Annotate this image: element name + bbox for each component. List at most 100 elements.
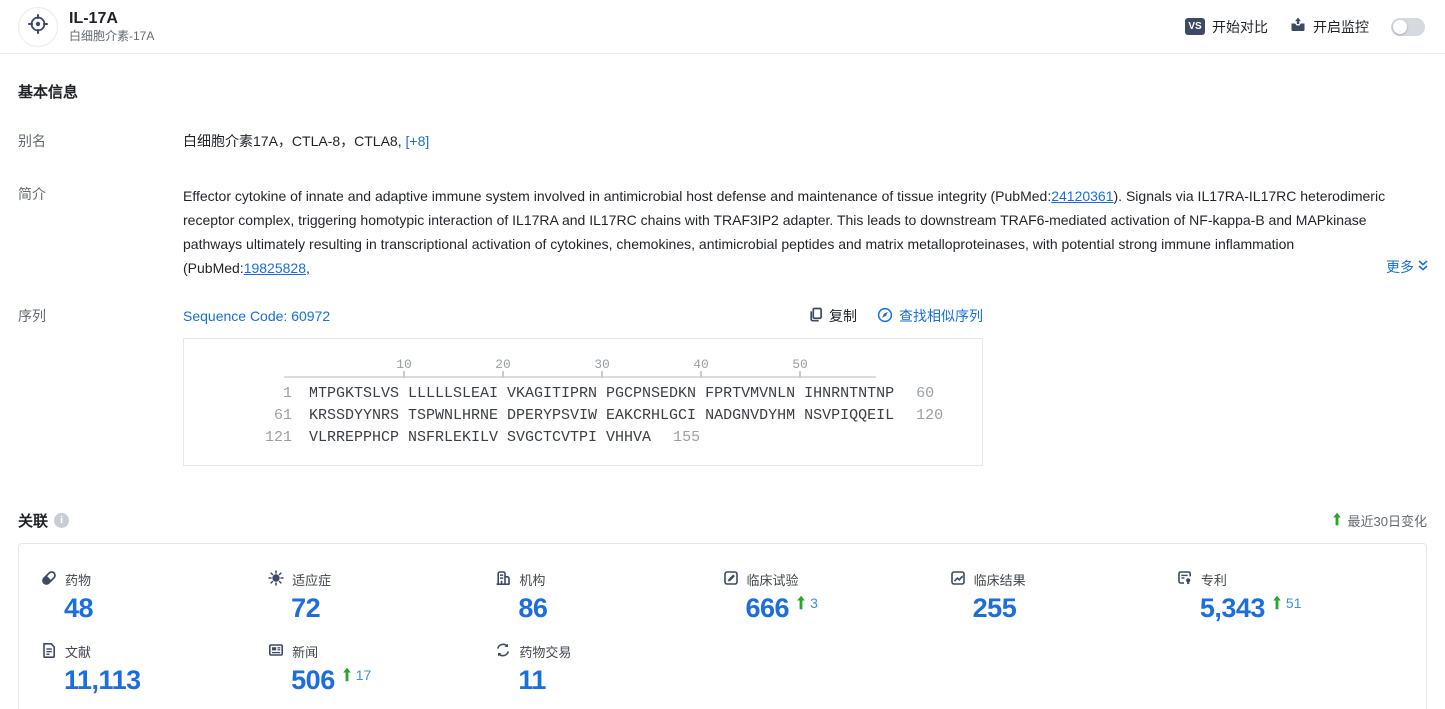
chevron-double-down-icon: [1417, 259, 1429, 275]
copy-label: 复制: [829, 308, 857, 324]
page-title: IL-17A: [69, 10, 118, 27]
stat-item-news: 新闻 506 17: [268, 642, 495, 694]
stat-delta: 51: [1272, 595, 1302, 615]
ruler-tick-mark: [799, 371, 801, 378]
sequence-row-3: 121 VLRREPPHCP NSFRLEKILV SVGCTCVTPI VHH…: [184, 427, 982, 449]
clinical-result-icon: [950, 570, 966, 589]
header-bar: IL-17A 白细胞介素-17A VS 开始对比 开启监控: [0, 0, 1445, 54]
alias-more-link[interactable]: [+8]: [405, 133, 430, 149]
intro-text-part3: ,: [306, 260, 310, 276]
start-compare-label: 开始对比: [1212, 18, 1268, 35]
intro-text: Effector cytokine of innate and adaptive…: [183, 184, 1389, 280]
alias-label: 别名: [18, 133, 46, 149]
ruler-tick-mark: [700, 371, 702, 378]
ruler-tick-label: 40: [693, 357, 709, 372]
monitor-toggle[interactable]: [1391, 17, 1425, 36]
arrow-up-icon: [342, 667, 352, 687]
stat-value[interactable]: 11,113: [64, 665, 141, 695]
seq-text: VLRREPPHCP NSFRLEKILV SVGCTCVTPI VHHVA: [309, 429, 652, 446]
stat-value[interactable]: 86: [518, 593, 548, 623]
monitor-icon: [1290, 17, 1306, 36]
alias-row: 别名 白细胞介素17A，CTLA-8，CTLA8, [+8]: [18, 131, 1427, 151]
drug-icon: [41, 570, 57, 589]
stat-value[interactable]: 506: [291, 665, 335, 695]
stat-value[interactable]: 255: [972, 593, 1017, 623]
ruler-line: [284, 376, 876, 378]
delta-value: 3: [810, 595, 818, 611]
target-crosshair-icon: [27, 13, 49, 40]
stat-value[interactable]: 48: [64, 593, 94, 623]
stat-value[interactable]: 666: [745, 593, 790, 623]
stat-item-patent: 专利 5,343 51: [1177, 570, 1404, 622]
stat-item-indication: 适应症 72: [268, 570, 495, 622]
enable-monitor-button[interactable]: 开启监控: [1290, 17, 1369, 37]
ruler-tick-label: 10: [396, 357, 412, 372]
stat-item-literature: 文献 11,113: [41, 642, 268, 694]
basic-info-title: 基本信息: [18, 84, 79, 101]
copy-button[interactable]: 复制: [808, 306, 857, 326]
arrow-up-icon: [1332, 512, 1342, 529]
stat-label: 机构: [519, 573, 546, 588]
toggle-knob: [1393, 19, 1407, 34]
stat-value[interactable]: 11: [518, 665, 546, 695]
alias-value: 白细胞介素17A，CTLA-8，CTLA8,: [183, 133, 402, 149]
arrow-up-icon: [796, 595, 806, 615]
vs-icon: VS: [1185, 18, 1205, 35]
news-icon: [268, 642, 284, 661]
stat-label: 新闻: [292, 645, 319, 660]
ruler-tick-mark: [502, 371, 504, 378]
seq-start-num: 1: [282, 385, 292, 402]
stat-label: 药物交易: [519, 645, 572, 660]
intro-label: 简介: [18, 186, 46, 202]
page-subtitle: 白细胞介素-17A: [69, 29, 155, 43]
stat-value[interactable]: 72: [291, 593, 321, 623]
drug-deal-icon: [495, 642, 511, 661]
stat-label: 文献: [65, 645, 92, 660]
ruler-tick-label: 30: [594, 357, 610, 372]
intro-row: 简介 Effector cytokine of innate and adapt…: [18, 184, 1429, 280]
stat-item-clinical-trial: 临床试验 666 3: [723, 570, 950, 622]
target-logo: [18, 6, 58, 47]
sequence-label: 序列: [18, 308, 46, 324]
indication-icon: [268, 570, 284, 589]
seq-text: MTPGKTSLVS LLLLLSLEAI VKAGITIPRN PGCPNSE…: [309, 385, 895, 402]
ruler-tick-mark: [403, 371, 405, 378]
stat-item-clinical-result: 临床结果 255: [950, 570, 1177, 622]
pubmed-link-2[interactable]: 19825828: [243, 260, 306, 276]
stat-label: 药物: [65, 573, 92, 588]
more-label: 更多: [1386, 259, 1414, 275]
sequence-row-1: 1 MTPGKTSLVS LLLLLSLEAI VKAGITIPRN PGCPN…: [184, 383, 982, 405]
stat-item-organization: 机构 86: [495, 570, 722, 622]
ruler-tick-mark: [601, 371, 603, 378]
stat-label: 临床结果: [973, 573, 1026, 588]
stat-value[interactable]: 5,343: [1199, 593, 1266, 623]
associations-card: 药物 48 适应症: [18, 543, 1427, 709]
delta-value: 17: [355, 667, 372, 683]
sequence-code-link[interactable]: Sequence Code: 60972: [183, 308, 331, 324]
organization-icon: [495, 570, 511, 589]
more-button[interactable]: 更多: [1386, 257, 1429, 277]
find-similar-icon: [877, 307, 893, 326]
find-similar-button[interactable]: 查找相似序列: [877, 306, 983, 326]
associations-title: 关联: [18, 513, 49, 530]
stat-label: 专利: [1200, 573, 1227, 588]
ruler-tick-label: 20: [495, 357, 511, 372]
seq-end-num: 60: [916, 385, 935, 402]
stat-item-drug: 药物 48: [41, 570, 268, 622]
seq-start-num: 61: [273, 407, 292, 424]
start-compare-button[interactable]: VS 开始对比: [1185, 17, 1268, 37]
stat-delta: 3: [796, 595, 818, 615]
stat-item-drug-deal: 药物交易 11: [495, 642, 722, 694]
patent-icon: [1177, 570, 1193, 589]
sequence-ruler: 10 20 30 40 50: [284, 353, 876, 378]
intro-text-part2: ). Signals via IL17RA-IL17RC heterodimer…: [183, 188, 1386, 276]
sequence-box: 10 20 30 40 50 1 MTPGKTSLVS LLLLLSLEAI V…: [183, 338, 983, 466]
info-icon[interactable]: i: [54, 513, 70, 528]
literature-icon: [41, 642, 57, 661]
legend-label: 最近30日变化: [1347, 514, 1427, 529]
sequence-row-2: 61 KRSSDYYNRS TSPWNLHRNE DPERYPSVIW EAKC…: [184, 405, 982, 427]
sequence-row: 序列 Sequence Code: 60972 复制: [18, 306, 1427, 466]
pubmed-link-1[interactable]: 24120361: [1051, 188, 1114, 204]
legend-recent-change: 最近30日变化: [1332, 511, 1427, 530]
delta-value: 51: [1285, 595, 1302, 611]
